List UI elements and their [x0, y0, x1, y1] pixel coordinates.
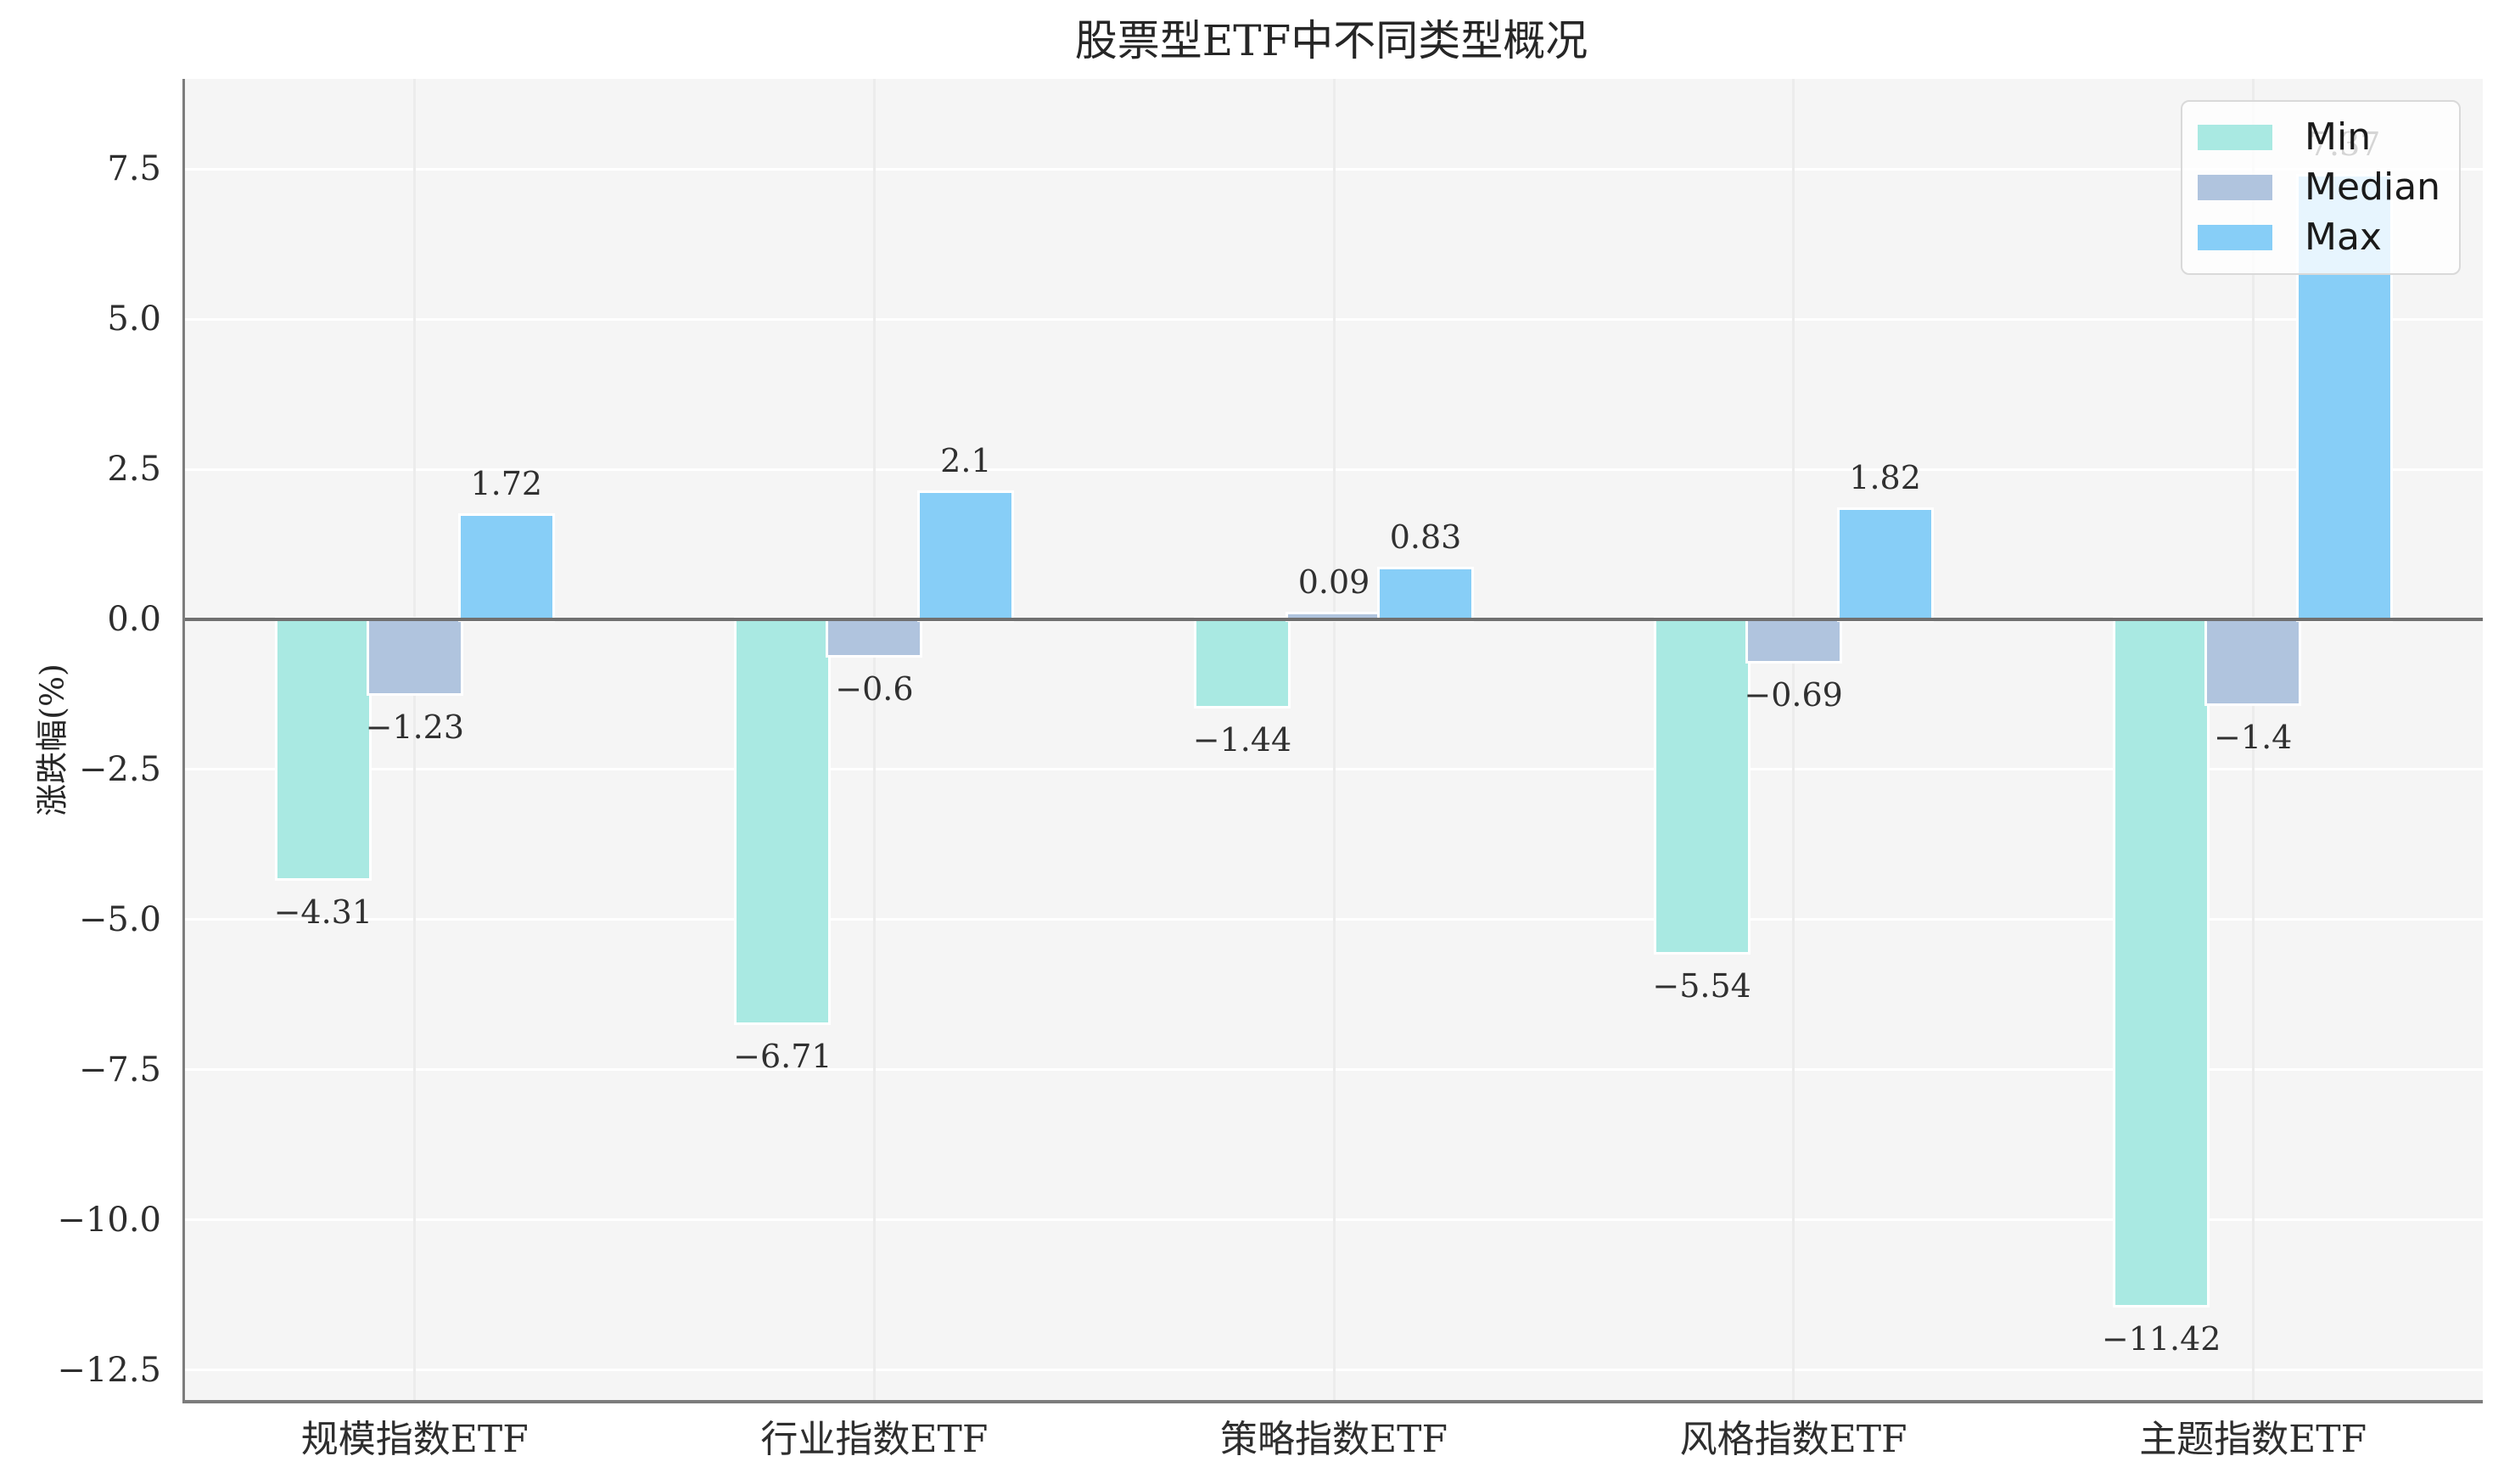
- bar-value-label: 0.83: [1389, 518, 1462, 557]
- bar-value-label: −1.23: [365, 708, 465, 746]
- legend-item-max: Max: [2198, 216, 2459, 260]
- bar-value-label: 0.09: [1297, 563, 1370, 601]
- y-tick-label: −5.0: [78, 899, 161, 939]
- legend-label: Max: [2305, 216, 2382, 260]
- bar-median: [828, 619, 921, 656]
- y-tick-label: −2.5: [78, 749, 161, 789]
- bar-median: [1288, 613, 1380, 619]
- bar-min: [277, 619, 369, 878]
- legend: Min Median Max: [2181, 100, 2461, 275]
- bar-min: [1196, 619, 1288, 706]
- v-gridline: [2251, 79, 2255, 1400]
- v-gridline: [1332, 79, 1336, 1400]
- bar-value-label: −4.31: [273, 893, 373, 931]
- legend-label: Min: [2305, 115, 2372, 159]
- y-tick-label: 7.5: [107, 149, 161, 189]
- bar-value-label: −1.44: [1192, 720, 1292, 759]
- bar-value-label: −1.4: [2214, 719, 2293, 757]
- y-tick-label: −10.0: [57, 1200, 161, 1240]
- legend-item-min: Min: [2198, 115, 2459, 160]
- bar-value-label: −0.69: [1744, 675, 1843, 714]
- x-tick-label: 行业指数ETF: [760, 1418, 989, 1461]
- bar-median: [1747, 619, 1840, 661]
- v-gridline: [872, 79, 876, 1400]
- bar-value-label: −0.6: [835, 670, 914, 708]
- bar-max: [920, 493, 1012, 619]
- bar-value-label: −5.54: [1652, 967, 1751, 1005]
- legend-swatch: [2198, 124, 2272, 150]
- bar-median: [2207, 619, 2300, 704]
- x-tick-label: 规模指数ETF: [300, 1418, 529, 1461]
- y-tick-label: 0.0: [107, 599, 161, 639]
- bar-min: [1655, 619, 1748, 953]
- y-tick-label: −12.5: [57, 1350, 161, 1390]
- y-tick-label: 5.0: [107, 300, 161, 339]
- bar-max: [1839, 510, 1931, 619]
- bar-max: [1380, 569, 1471, 619]
- x-tick-label: 策略指数ETF: [1220, 1418, 1448, 1461]
- bar-value-label: −11.42: [2101, 1320, 2221, 1358]
- bar-max: [460, 516, 552, 619]
- bar-value-label: −6.71: [733, 1037, 832, 1075]
- bar-min: [737, 619, 829, 1022]
- chart-title: 股票型ETF中不同类型概况: [1074, 16, 1588, 65]
- v-gridline: [413, 79, 417, 1400]
- y-tick-label: 2.5: [107, 450, 161, 490]
- bar-value-label: 1.82: [1849, 459, 1921, 497]
- x-tick-label: 风格指数ETF: [1679, 1418, 1907, 1461]
- bar-median: [368, 619, 461, 693]
- y-tick-label: −7.5: [78, 1050, 161, 1089]
- bar-value-label: 1.72: [470, 465, 543, 503]
- legend-swatch: [2198, 225, 2272, 251]
- legend-swatch: [2198, 174, 2272, 200]
- x-tick-label: 主题指数ETF: [2139, 1418, 2367, 1461]
- zero-line: [185, 617, 2483, 621]
- plot-area: 7.5 5.0 2.5 0.0 −2.5 −5.0 −7.5 −10.0 −12.5 规模指数ET…: [57, 79, 2483, 1461]
- bar-value-label: 2.1: [940, 442, 992, 480]
- legend-item-median: Median: [2198, 165, 2459, 210]
- v-gridline: [1792, 79, 1795, 1400]
- legend-label: Median: [2305, 165, 2441, 209]
- bar-min: [2115, 619, 2208, 1306]
- y-axis-title: 涨跌幅(%): [33, 664, 71, 816]
